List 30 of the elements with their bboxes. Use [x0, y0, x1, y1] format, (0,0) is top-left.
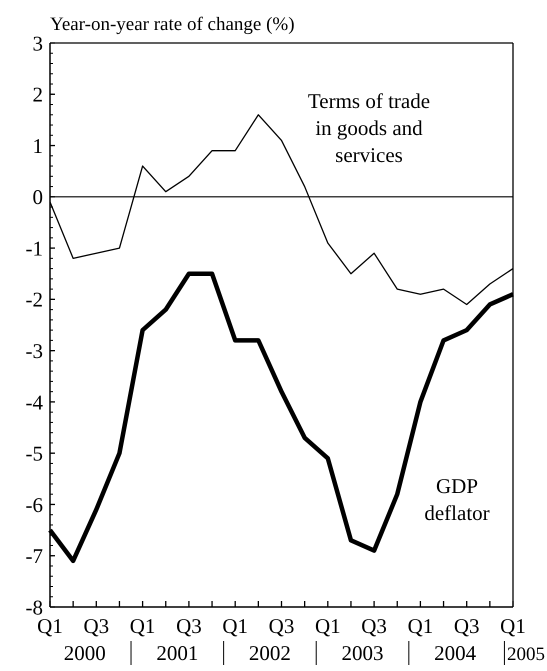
y-tick-label: -7: [26, 544, 43, 568]
series-label: GDP deflator: [424, 474, 490, 525]
y-tick-label: 3: [32, 31, 43, 56]
x-tick-label: Q1: [314, 614, 341, 638]
x-tick-label: Q1: [130, 614, 156, 638]
text: 2003: [342, 641, 384, 665]
text: 2004: [434, 641, 477, 665]
y-tick-label: -2: [26, 288, 43, 312]
y-tick-label: -3: [26, 338, 43, 363]
series-label: Terms of trade in goods and services: [308, 89, 430, 167]
x-tick-label: Q3: [361, 614, 387, 638]
x-tick-label: Q3: [454, 614, 480, 638]
y-tick-label: -4: [26, 390, 44, 414]
y-tick-label: -5: [26, 442, 43, 466]
y-tick-label: -1: [26, 236, 43, 260]
text: 2001: [156, 641, 198, 665]
y-tick-label: -6: [26, 492, 43, 517]
y-tick-label: 2: [32, 82, 43, 107]
x-tick-label: Q1: [408, 614, 434, 638]
text: 2005: [507, 644, 545, 665]
y-axis-title: Year-on-year rate of change (%): [50, 14, 295, 35]
text: 2000: [64, 641, 106, 665]
y-tick-label: 0: [32, 185, 43, 210]
x-tick-label: Q3: [83, 614, 110, 638]
y-tick-label: 1: [32, 134, 43, 158]
text: 2002: [248, 641, 291, 665]
x-tick-label: Q3: [268, 614, 294, 638]
x-tick-label: Q1: [500, 614, 526, 638]
x-tick-label: Q3: [176, 614, 202, 638]
x-tick-label: Q1: [222, 614, 248, 638]
